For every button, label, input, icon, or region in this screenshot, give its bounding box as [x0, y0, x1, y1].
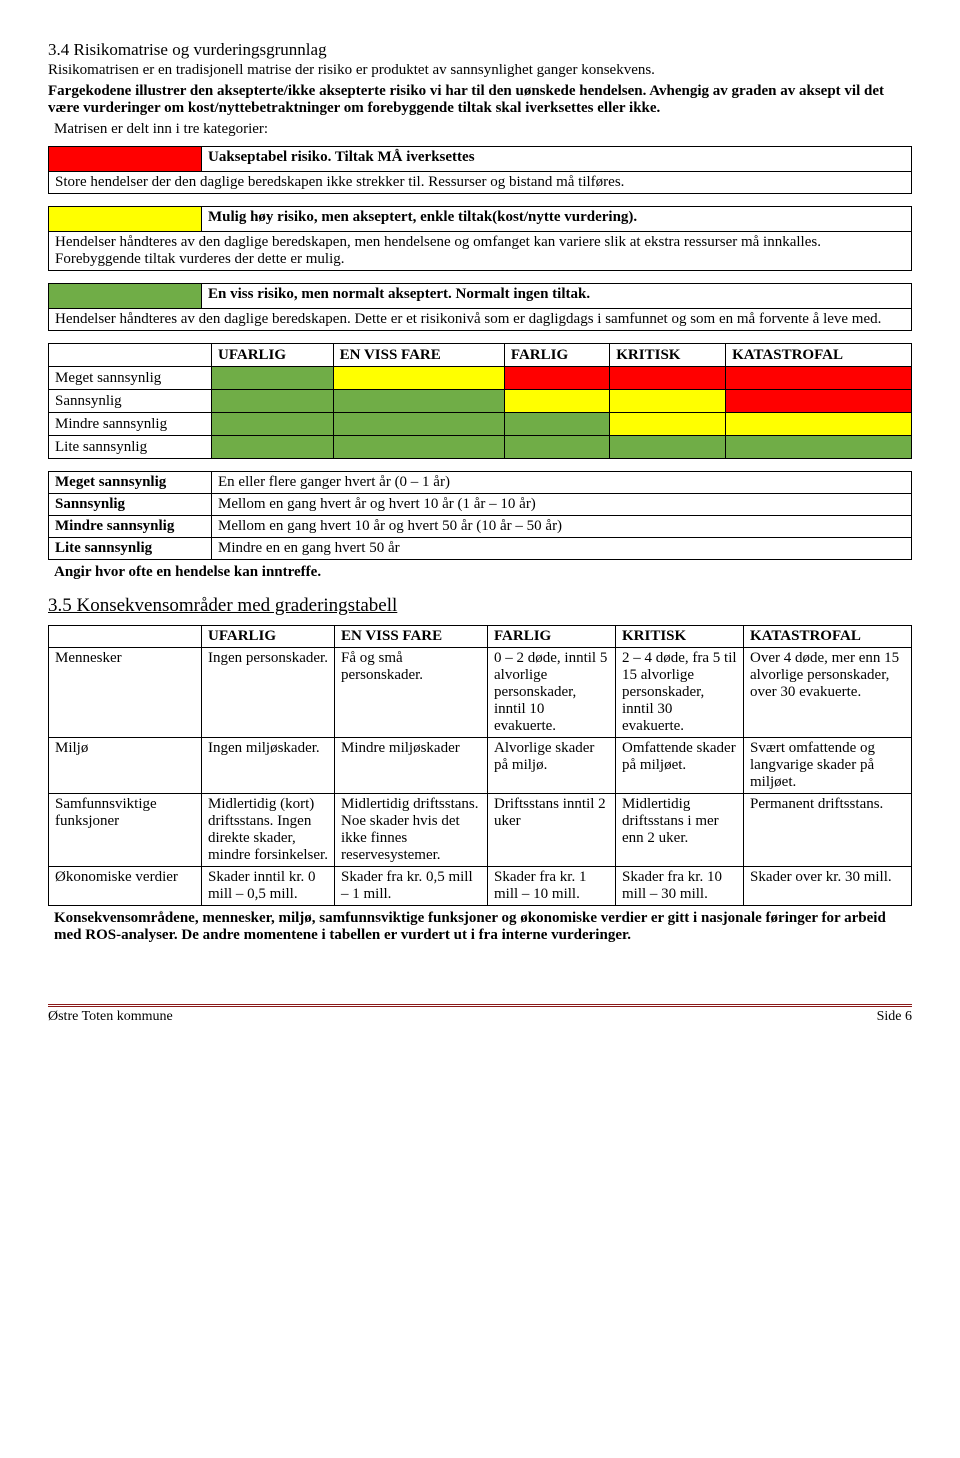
matrix-header: KRITISK [610, 344, 726, 367]
grading-cell: Svært omfattende og langvarige skader på… [744, 738, 912, 794]
swatch-yellow [49, 207, 202, 232]
grading-header: FARLIG [488, 626, 616, 648]
matrix-cell [610, 390, 726, 413]
footer-right: Side 6 [877, 1009, 912, 1025]
prob-desc: Mellom en gang hvert 10 år og hvert 50 å… [212, 516, 912, 538]
matrix-cell [333, 367, 504, 390]
grading-header [49, 626, 202, 648]
grading-cell: Over 4 døde, mer enn 15 alvorlige person… [744, 648, 912, 738]
grading-cell: Skader fra kr. 10 mill – 30 mill. [616, 867, 744, 906]
grading-cell: Midlertidig (kort) driftsstans. Ingen di… [202, 794, 335, 867]
swatch-green [49, 284, 202, 309]
matrix-cell [726, 367, 912, 390]
grading-row-label: Samfunnsviktige funksjoner [49, 794, 202, 867]
matrix-cell [504, 436, 609, 459]
matrix-cell [212, 390, 334, 413]
grading-table: UFARLIGEN VISS FAREFARLIGKRITISKKATASTRO… [48, 625, 912, 906]
grading-cell: 0 – 2 døde, inntil 5 alvorlige personska… [488, 648, 616, 738]
grading-cell: Permanent driftsstans. [744, 794, 912, 867]
grading-cell: Midlertidig driftsstans. Noe skader hvis… [335, 794, 488, 867]
grading-row-label: Økonomiske verdier [49, 867, 202, 906]
risk-matrix: UFARLIGEN VISS FAREFARLIGKRITISKKATASTRO… [48, 343, 912, 459]
matrix-row-label: Sannsynlig [49, 390, 212, 413]
risk-box-green-title: En viss risiko, men normalt akseptert. N… [202, 284, 912, 309]
matrix-header: EN VISS FARE [333, 344, 504, 367]
matrix-row-label: Meget sannsynlig [49, 367, 212, 390]
grading-cell: Midlertidig driftsstans i mer enn 2 uker… [616, 794, 744, 867]
grading-row-label: Mennesker [49, 648, 202, 738]
grading-cell: 2 – 4 døde, fra 5 til 15 alvorlige perso… [616, 648, 744, 738]
matrix-cell [610, 413, 726, 436]
grading-cell: Skader fra kr. 1 mill – 10 mill. [488, 867, 616, 906]
grading-header: KRITISK [616, 626, 744, 648]
matrix-cell [212, 367, 334, 390]
matrix-cell [333, 413, 504, 436]
matrix-cell [504, 390, 609, 413]
matrix-cell [333, 390, 504, 413]
matrix-cell [504, 413, 609, 436]
matrix-row-label: Lite sannsynlig [49, 436, 212, 459]
prob-desc: Mindre en en gang hvert 50 år [212, 538, 912, 560]
matrix-cell [212, 436, 334, 459]
risk-box-yellow-title: Mulig høy risiko, men akseptert, enkle t… [202, 207, 912, 232]
grading-cell: Skader inntil kr. 0 mill – 0,5 mill. [202, 867, 335, 906]
matrix-cell [610, 367, 726, 390]
footer-rule [48, 1004, 912, 1007]
grading-cell: Få og små personskader. [335, 648, 488, 738]
grading-cell: Alvorlige skader på miljø. [488, 738, 616, 794]
matrix-cell [212, 413, 334, 436]
prob-label: Lite sannsynlig [49, 538, 212, 560]
matrix-cell [610, 436, 726, 459]
grading-cell: Omfattende skader på miljøet. [616, 738, 744, 794]
matrix-row-label: Mindre sannsynlig [49, 413, 212, 436]
grading-header: KATASTROFAL [744, 626, 912, 648]
section-heading: 3.4 Risikomatrise og vurderingsgrunnlag [48, 40, 327, 59]
section-3-5-heading: 3.5 Konsekvensområder med graderingstabe… [48, 595, 912, 617]
closing-paragraph: Konsekvensområdene, mennesker, miljø, sa… [54, 910, 912, 944]
prob-label: Sannsynlig [49, 494, 212, 516]
risk-box-yellow-body: Hendelser håndteres av den daglige bered… [49, 232, 912, 271]
matrix-cell [726, 436, 912, 459]
grading-cell: Ingen personskader. [202, 648, 335, 738]
swatch-red [49, 147, 202, 172]
risk-box-yellow: Mulig høy risiko, men akseptert, enkle t… [48, 206, 912, 271]
matrix-header: UFARLIG [212, 344, 334, 367]
intro-paragraph-3: Matrisen er delt inn i tre kategorier: [54, 121, 912, 138]
risk-box-red-body: Store hendelser der den daglige beredska… [49, 172, 912, 194]
prob-label: Meget sannsynlig [49, 472, 212, 494]
matrix-header: KATASTROFAL [726, 344, 912, 367]
risk-box-green: En viss risiko, men normalt akseptert. N… [48, 283, 912, 331]
grading-header: UFARLIG [202, 626, 335, 648]
matrix-cell [726, 390, 912, 413]
matrix-cell [504, 367, 609, 390]
grading-cell: Driftsstans inntil 2 uker [488, 794, 616, 867]
grading-header: EN VISS FARE [335, 626, 488, 648]
definitions-caption: Angir hvor ofte en hendelse kan inntreff… [54, 564, 912, 581]
matrix-blank-header [49, 344, 212, 367]
intro-paragraph-1: Risikomatrisen er en tradisjonell matris… [48, 62, 912, 79]
grading-cell: Skader fra kr. 0,5 mill – 1 mill. [335, 867, 488, 906]
risk-box-red-title: Uakseptabel risiko. Tiltak MÅ iverksette… [202, 147, 912, 172]
risk-box-red: Uakseptabel risiko. Tiltak MÅ iverksette… [48, 146, 912, 194]
grading-cell: Mindre miljøskader [335, 738, 488, 794]
probability-definitions: Meget sannsynligEn eller flere ganger hv… [48, 471, 912, 560]
matrix-header: FARLIG [504, 344, 609, 367]
grading-cell: Skader over kr. 30 mill. [744, 867, 912, 906]
matrix-cell [333, 436, 504, 459]
grading-row-label: Miljø [49, 738, 202, 794]
prob-desc: Mellom en gang hvert år og hvert 10 år (… [212, 494, 912, 516]
prob-label: Mindre sannsynlig [49, 516, 212, 538]
grading-cell: Ingen miljøskader. [202, 738, 335, 794]
prob-desc: En eller flere ganger hvert år (0 – 1 år… [212, 472, 912, 494]
risk-box-green-body: Hendelser håndteres av den daglige bered… [49, 309, 912, 331]
footer-left: Østre Toten kommune [48, 1009, 173, 1025]
intro-paragraph-2: Fargekodene illustrer den aksepterte/ikk… [48, 83, 912, 117]
matrix-cell [726, 413, 912, 436]
